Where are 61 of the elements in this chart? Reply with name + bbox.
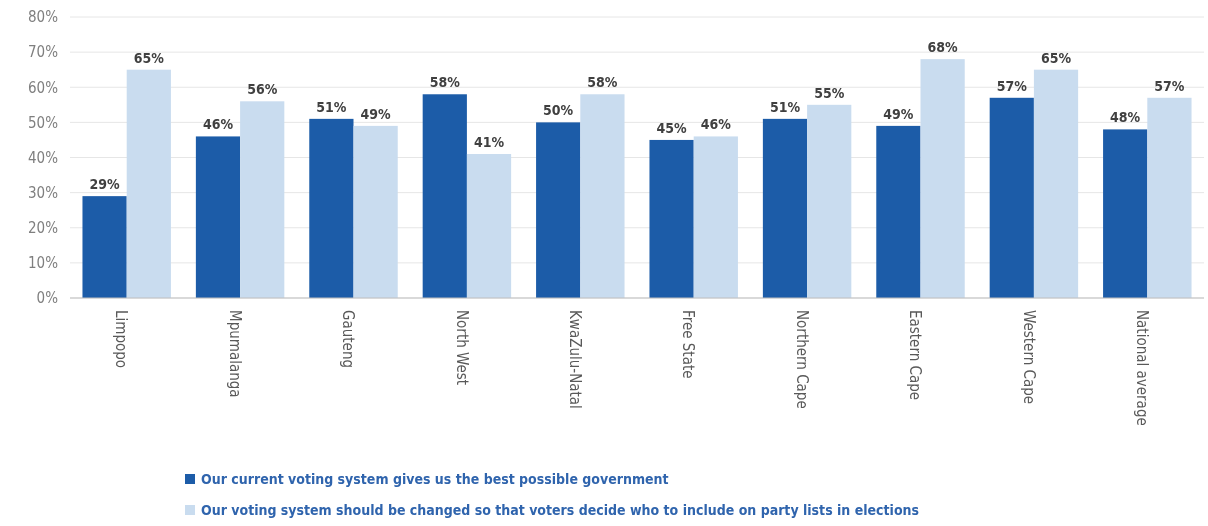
bar (876, 125, 921, 298)
y-tick-label: 60% (28, 78, 59, 97)
data-label: 46% (700, 116, 732, 133)
data-label: 56% (247, 81, 278, 98)
data-label: 45% (656, 119, 688, 136)
data-label: 50% (543, 102, 574, 119)
data-label: 46% (202, 116, 234, 133)
data-label: 58% (429, 74, 461, 91)
data-label: 57% (996, 77, 1028, 94)
data-label: 58% (587, 74, 618, 91)
x-tick-label: Gauteng (339, 310, 358, 369)
bar (422, 94, 467, 298)
bar (126, 69, 171, 298)
bar (82, 196, 127, 298)
legend-label: Our voting system should be changed so that voters decide who to include on party lists in elections (201, 501, 919, 518)
bar (1147, 97, 1192, 298)
data-label: 65% (1040, 49, 1072, 66)
data-label: 48% (1110, 109, 1141, 126)
bar (195, 136, 241, 298)
x-tick-label: North West (452, 310, 471, 386)
bar (309, 118, 354, 298)
bar (1033, 69, 1079, 298)
data-label: 55% (814, 84, 845, 101)
data-label: 49% (360, 105, 392, 122)
x-tick-label: Mpumalanga (225, 310, 244, 398)
bar (649, 139, 694, 298)
bar (762, 118, 808, 298)
bar (920, 59, 965, 298)
x-tick-label: Northern Cape (792, 310, 811, 409)
y-tick-label: 80% (28, 8, 59, 27)
bar (989, 97, 1034, 298)
bar (693, 136, 738, 298)
y-tick-label: 40% (28, 148, 59, 167)
x-tick-label: Limpopo (112, 310, 131, 369)
y-tick-label: 50% (28, 113, 59, 132)
data-label: 41% (473, 133, 505, 150)
y-tick-label: 30% (28, 183, 59, 202)
y-tick-label: 20% (28, 219, 59, 237)
data-label: 29% (89, 176, 121, 193)
y-tick-label: 10% (28, 254, 59, 273)
data-label: 49% (883, 105, 914, 122)
bar (536, 122, 581, 298)
y-tick-label: 70% (28, 43, 59, 62)
legend-label: Our current voting system gives us the best possible government (201, 470, 669, 487)
data-label: 57% (1154, 77, 1185, 94)
data-label: 51% (316, 98, 347, 115)
x-tick-label: Free State (679, 310, 698, 379)
x-tick-label: Eastern Cape (906, 310, 925, 401)
data-label: 65% (133, 49, 165, 66)
bar (466, 153, 512, 298)
bar (1103, 129, 1148, 298)
x-tick-label: Western Cape (1019, 310, 1038, 405)
bar (353, 125, 398, 298)
x-tick-label: KwaZulu-Natal (566, 310, 585, 409)
y-tick-label: 0% (36, 289, 59, 308)
x-tick-label: National average (1133, 310, 1152, 426)
data-label: 51% (769, 98, 801, 115)
bar (807, 104, 852, 298)
bar (240, 101, 285, 298)
bar (580, 94, 625, 298)
data-label: 68% (927, 39, 959, 56)
